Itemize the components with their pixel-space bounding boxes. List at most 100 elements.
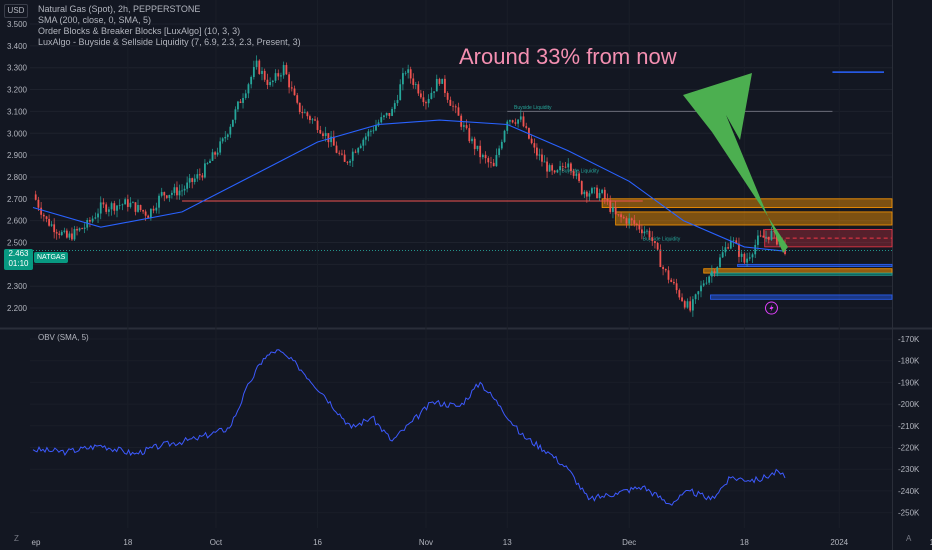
candle-body [530, 138, 533, 144]
candle [765, 230, 767, 242]
candle [551, 163, 554, 175]
candle [498, 145, 501, 158]
price-tick-label: 3.400 [7, 42, 28, 51]
candle-body [258, 60, 261, 74]
candle [126, 194, 129, 212]
price-tick-label: 3.300 [7, 64, 28, 73]
candle-body [430, 92, 433, 99]
orange-zone-3 [703, 268, 893, 274]
candle [702, 280, 705, 288]
candle [716, 266, 719, 277]
candle-body [341, 153, 343, 155]
candle [288, 71, 290, 94]
indicator-liquidity[interactable]: LuxAlgo - Buyside & Sellside Liquidity (… [38, 37, 301, 47]
candle-body [118, 204, 121, 206]
candle-body [191, 178, 194, 182]
candle-body [399, 84, 402, 101]
candle-body [211, 152, 214, 161]
time-tick-label: 16 [313, 538, 322, 547]
lightning-icon [764, 301, 778, 315]
price-tick-label: 2.700 [7, 195, 28, 204]
candle [78, 227, 81, 232]
candle [149, 208, 152, 221]
candle-body [322, 133, 324, 137]
candle [178, 184, 181, 200]
candle [216, 147, 219, 157]
price-tick-label: 2.900 [7, 151, 28, 160]
time-tick-label: 13 [503, 538, 512, 547]
candle-body [659, 249, 662, 268]
candle-body [729, 240, 732, 249]
indicator-sma[interactable]: SMA (200, close, 0, SMA, 5) [38, 15, 152, 25]
candle [91, 215, 94, 224]
candle [500, 139, 503, 151]
zoom-button[interactable]: Z [14, 534, 19, 543]
candle [617, 214, 620, 217]
candle-body [367, 131, 370, 137]
candle-body [713, 271, 716, 274]
candle-body [229, 126, 232, 135]
candle-body [748, 257, 751, 259]
candle-body [551, 165, 554, 171]
candle [708, 275, 711, 285]
candle-body [198, 174, 201, 176]
candle [506, 119, 509, 135]
candle-body [556, 170, 559, 173]
candle [596, 184, 598, 199]
candle-body [280, 75, 282, 77]
candle-body [137, 205, 139, 212]
candle [55, 229, 58, 240]
candle-body [81, 228, 84, 230]
candle [48, 214, 50, 227]
obv-legend[interactable]: OBV (SMA, 5) [38, 333, 89, 342]
candle [160, 187, 163, 198]
candle-body [667, 270, 670, 280]
candle [625, 216, 628, 228]
candle [134, 202, 137, 216]
obv-tick-label: -210K [898, 422, 920, 431]
candle [261, 67, 263, 81]
auto-scale-button[interactable]: A [906, 534, 912, 543]
candle-body [593, 187, 596, 189]
obv-tick-label: -200K [898, 400, 920, 409]
candle-body [691, 299, 694, 311]
candle [553, 169, 556, 174]
candle [583, 189, 586, 199]
candle [667, 266, 670, 284]
obv-tick-label: -180K [898, 357, 920, 366]
candle-body [481, 154, 484, 158]
candle-body [149, 208, 152, 219]
candle-body [277, 73, 280, 77]
candle [713, 268, 716, 277]
candle [258, 59, 261, 75]
candle-body [412, 78, 415, 85]
candle [535, 143, 538, 160]
indicator-order-blocks[interactable]: Order Blocks & Breaker Blocks [LuxAlgo] … [38, 26, 241, 36]
candle [60, 230, 63, 237]
candle-body [598, 193, 601, 199]
candle-body [673, 281, 675, 284]
candle [247, 82, 250, 99]
candle [462, 121, 465, 132]
candle-body [454, 106, 457, 108]
symbol-title[interactable]: Natural Gas (Spot), 2h, PEPPERSTONE [38, 4, 201, 14]
candle-body [622, 217, 625, 219]
candle [280, 72, 282, 82]
candle-body [635, 223, 638, 225]
currency-button[interactable]: USD [4, 4, 28, 18]
candle-body [332, 136, 335, 146]
candle-body [662, 267, 664, 270]
candle [444, 75, 446, 97]
candle-body [40, 207, 43, 215]
candle [102, 198, 105, 209]
price-tick-label: 2.200 [7, 304, 28, 313]
candle-body [362, 139, 365, 146]
candle [638, 220, 641, 233]
candle-body [58, 233, 61, 235]
candle [422, 90, 425, 107]
candle [330, 131, 332, 148]
candle-body [42, 214, 45, 217]
candle-body [409, 69, 412, 79]
candle-body [438, 78, 441, 84]
